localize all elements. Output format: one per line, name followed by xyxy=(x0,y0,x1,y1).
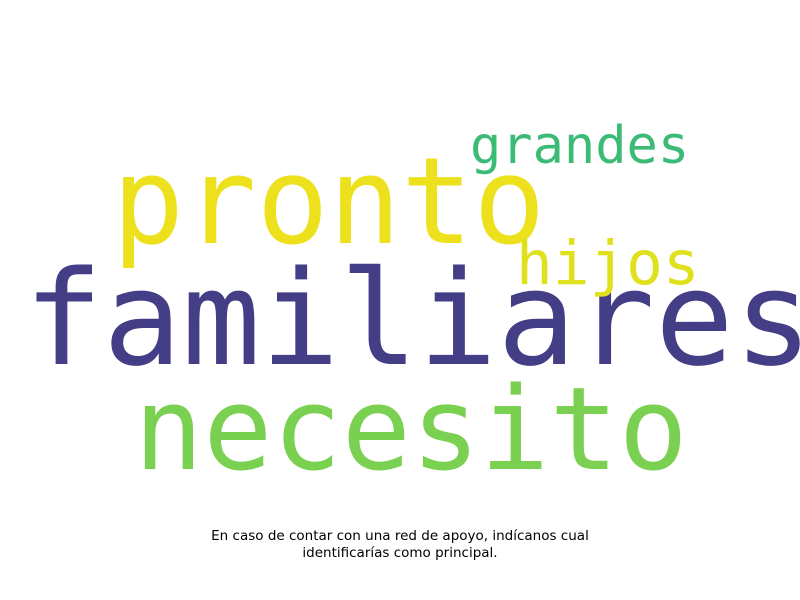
word-familiares: familiares xyxy=(24,242,800,395)
word-grandes: grandes xyxy=(470,116,690,176)
figure-caption: En caso de contar con una red de apoyo, … xyxy=(100,528,700,562)
word-pronto: pronto xyxy=(112,133,546,272)
word-necesito: necesito xyxy=(134,363,688,497)
caption-line-1: En caso de contar con una red de apoyo, … xyxy=(211,528,589,544)
caption-line-2: identificarías como principal. xyxy=(302,545,498,561)
word-hijos: hijos xyxy=(516,228,700,299)
